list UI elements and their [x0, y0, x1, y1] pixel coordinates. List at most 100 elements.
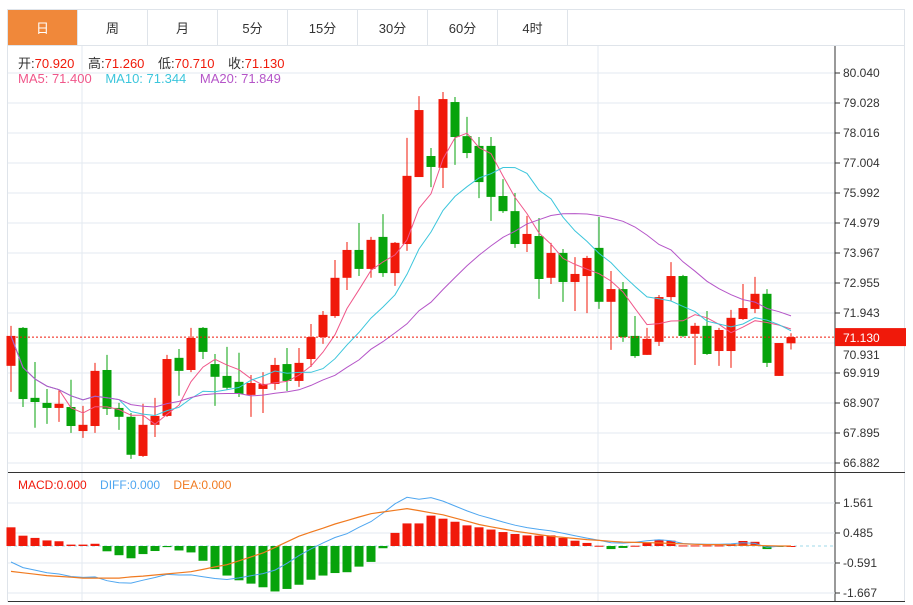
candle: [450, 97, 460, 165]
price-tick-label: 75.992: [843, 186, 880, 200]
candle: [630, 316, 640, 358]
candle: [30, 361, 40, 428]
candle: [582, 255, 592, 314]
candle-body: [642, 338, 652, 355]
candle-body: [210, 364, 220, 377]
current-price-label: 71.130: [843, 331, 880, 345]
candle: [342, 241, 352, 290]
candle-body: [522, 233, 532, 245]
candle: [570, 257, 580, 312]
macd-bar: [450, 521, 460, 546]
candle-body: [114, 407, 124, 417]
ma5-legend: MA5: 71.400: [18, 71, 92, 86]
candle-body: [450, 102, 460, 138]
period-tabs: 日 周 月 5分 15分 30分 60分 4时: [8, 10, 568, 45]
candle-body: [222, 375, 232, 388]
tab-day[interactable]: 日: [8, 10, 78, 45]
macd-bar: [414, 523, 424, 546]
candle: [738, 284, 748, 320]
ma10-line: [10, 166, 792, 417]
candle-body: [186, 337, 196, 370]
candle: [306, 324, 316, 368]
price-tick-label: 69.919: [843, 366, 880, 380]
macd-bar: [738, 540, 748, 546]
candle-body: [558, 252, 568, 282]
macd-bar: [282, 546, 292, 589]
candle-body: [354, 249, 364, 269]
candle: [438, 91, 448, 189]
candle-body: [390, 242, 400, 274]
candle-body: [18, 327, 28, 400]
candle: [486, 137, 496, 221]
macd-bar: [102, 546, 112, 552]
macd-bar: [54, 541, 64, 546]
macd-bar: [630, 545, 640, 547]
candle-body: [570, 273, 580, 282]
macd-tick-label: -0.591: [843, 556, 877, 570]
candle-body: [198, 327, 208, 352]
ma20-legend: MA20: 71.849: [199, 71, 281, 86]
tab-week[interactable]: 周: [78, 10, 148, 45]
macd-legend: MACD:0.000 DIFF:0.000 DEA:0.000: [18, 478, 241, 492]
tab-month[interactable]: 月: [148, 10, 218, 45]
candle-body: [582, 257, 592, 277]
macd-bar: [270, 546, 280, 592]
macd-bar: [126, 546, 136, 559]
price-tick-label: 66.882: [843, 456, 880, 470]
candle: [78, 405, 88, 438]
price-tick-label: 78.016: [843, 126, 880, 140]
candle: [426, 147, 436, 188]
tab-4hour[interactable]: 4时: [498, 10, 568, 45]
tab-60min[interactable]: 60分: [428, 10, 498, 45]
macd-bar: [546, 535, 556, 546]
candle-body: [138, 424, 148, 456]
macd-bar: [486, 529, 496, 546]
tab-15min[interactable]: 15分: [288, 10, 358, 45]
macd-bar: [150, 546, 160, 552]
price-tick-label: 72.955: [843, 276, 880, 290]
candle-body: [630, 335, 640, 357]
macd-bar: [78, 544, 88, 546]
macd-bar: [186, 546, 196, 553]
diff-line: [10, 496, 792, 584]
candle-body: [330, 277, 340, 317]
tab-5min[interactable]: 5分: [218, 10, 288, 45]
tab-30min[interactable]: 30分: [358, 10, 428, 45]
macd-bar: [714, 545, 724, 547]
candle: [726, 309, 736, 368]
candle-body: [666, 276, 676, 298]
candle: [642, 327, 652, 355]
macd-legend-dea: DEA:0.000: [173, 478, 232, 492]
candle: [294, 348, 304, 387]
candle-body: [402, 175, 412, 245]
candle: [402, 137, 412, 251]
candle: [666, 262, 676, 301]
candle: [126, 412, 136, 459]
macd-legend-macd: MACD:0.000: [18, 478, 87, 492]
high-value: 71.260: [104, 56, 145, 71]
candle: [174, 348, 184, 396]
candle-body: [270, 364, 280, 384]
macd-bar: [690, 545, 700, 547]
candle-body: [474, 145, 484, 183]
candle: [762, 289, 772, 368]
macd-bar: [642, 542, 652, 546]
candle: [210, 353, 220, 406]
candle: [66, 379, 76, 433]
macd-bar: [318, 546, 328, 576]
candle-body: [462, 136, 472, 154]
candle: [750, 276, 760, 314]
ohlc-info: 开:70.920 高:71.260 低:70.710 收:71.130: [18, 53, 294, 72]
candle-body: [714, 329, 724, 352]
macd-bar: [474, 527, 484, 546]
candle: [234, 352, 244, 397]
price-tick-label: 73.967: [843, 246, 880, 260]
macd-tick-label: 0.485: [843, 526, 873, 540]
candle-body: [738, 308, 748, 320]
macd-bar: [114, 546, 124, 556]
candle-body: [762, 293, 772, 363]
candle-body: [606, 289, 616, 302]
candle-body: [654, 297, 664, 342]
macd-bar: [294, 546, 304, 585]
